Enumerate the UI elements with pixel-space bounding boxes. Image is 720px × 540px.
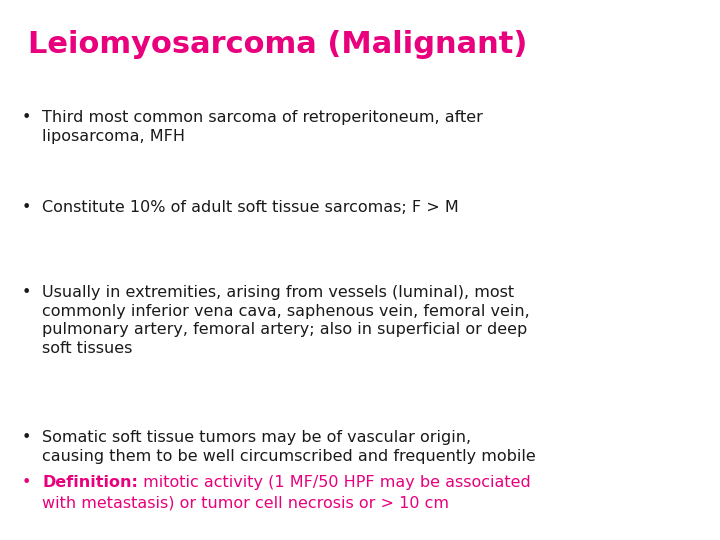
Text: Usually in extremities, arising from vessels (luminal), most
commonly inferior v: Usually in extremities, arising from ves… bbox=[42, 285, 530, 356]
Text: Somatic soft tissue tumors may be of vascular origin,
causing them to be well ci: Somatic soft tissue tumors may be of vas… bbox=[42, 430, 536, 464]
Text: Definition:: Definition: bbox=[42, 475, 138, 490]
Text: •: • bbox=[22, 475, 32, 490]
Text: •: • bbox=[22, 200, 32, 215]
Text: Constitute 10% of adult soft tissue sarcomas; F > M: Constitute 10% of adult soft tissue sarc… bbox=[42, 200, 459, 215]
Text: •: • bbox=[22, 110, 32, 125]
Text: Third most common sarcoma of retroperitoneum, after
liposarcoma, MFH: Third most common sarcoma of retroperito… bbox=[42, 110, 483, 144]
Text: with metastasis) or tumor cell necrosis or > 10 cm: with metastasis) or tumor cell necrosis … bbox=[42, 496, 449, 511]
Text: mitotic activity (1 MF/50 HPF may be associated: mitotic activity (1 MF/50 HPF may be ass… bbox=[138, 475, 531, 490]
Text: •: • bbox=[22, 430, 32, 445]
Text: •: • bbox=[22, 285, 32, 300]
Text: Leiomyosarcoma (Malignant): Leiomyosarcoma (Malignant) bbox=[28, 30, 527, 59]
